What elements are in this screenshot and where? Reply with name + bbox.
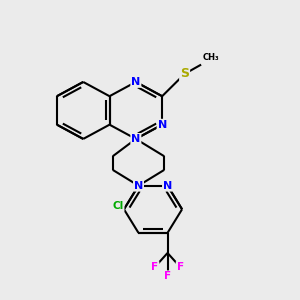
Text: F: F [164,271,171,281]
Text: N: N [131,134,140,144]
Text: F: F [152,262,159,272]
Text: F: F [176,262,184,272]
Text: N: N [134,181,143,191]
Text: S: S [180,68,189,80]
Text: N: N [131,77,140,87]
Text: N: N [163,181,172,191]
Text: Cl: Cl [112,201,124,211]
Text: N: N [158,120,167,130]
Text: CH₃: CH₃ [203,53,219,62]
